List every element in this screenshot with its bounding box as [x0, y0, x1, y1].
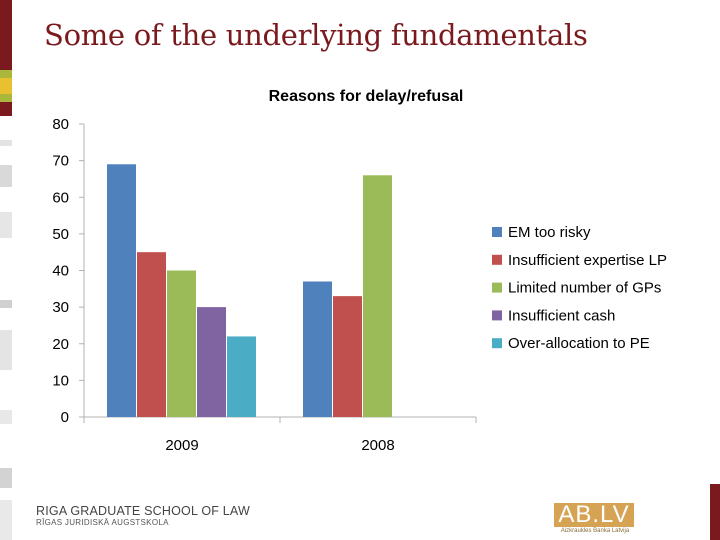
school-name-latvian: RĪGAS JURIDISKĀ AUGSTSKOLA	[36, 518, 169, 527]
legend-label: EM too risky	[508, 224, 591, 241]
bar	[137, 252, 166, 417]
bar	[227, 336, 256, 417]
slide-title: Some of the underlying fundamentals	[44, 18, 588, 52]
legend-swatch	[492, 338, 502, 349]
bar	[333, 296, 362, 417]
legend: EM too risky Insufficient expertise LP Lim…	[492, 224, 667, 352]
legend-swatch	[492, 282, 502, 293]
ablv-logo-subtext: Aizkraukles Banka Latvija	[560, 528, 630, 534]
legend-swatch	[492, 254, 502, 265]
side-decor-strip	[0, 0, 12, 540]
legend-label: Over-allocation to PE	[508, 335, 650, 352]
legend-swatch	[492, 227, 502, 237]
bars-group	[107, 164, 392, 417]
legend-label: Insufficient cash	[508, 307, 615, 324]
legend-swatch	[492, 310, 502, 321]
bar	[167, 270, 196, 417]
y-axis: 0 10 20 30 40 50 60 70 80	[52, 116, 85, 426]
y-tick-label: 30	[52, 299, 69, 316]
y-tick-label: 40	[52, 263, 69, 280]
y-tick-label: 0	[61, 409, 69, 426]
ablv-logo: AB.LV Aizkraukles Banka Latvija	[554, 503, 636, 534]
bar	[197, 307, 226, 417]
y-tick-label: 60	[52, 189, 69, 206]
school-name: RIGA GRADUATE SCHOOL OF LAW	[36, 504, 250, 518]
bar	[107, 164, 136, 417]
y-tick-label: 50	[52, 226, 69, 243]
y-tick-label: 80	[52, 116, 69, 133]
school-logo: RIGA GRADUATE SCHOOL OF LAW RĪGAS JURIDI…	[36, 505, 250, 528]
chart-title: Reasons for delay/refusal	[269, 88, 464, 105]
ablv-logo-text: AB.LV	[554, 503, 634, 527]
y-tick-label: 20	[52, 336, 69, 353]
x-tick-label: 2008	[361, 437, 394, 454]
x-axis: 2009 2008	[83, 416, 477, 454]
y-tick-label: 10	[52, 372, 69, 389]
legend-label: Insufficient expertise LP	[508, 252, 667, 269]
x-tick-label: 2009	[165, 437, 198, 454]
bar	[363, 175, 392, 417]
bar	[303, 281, 332, 417]
legend-label: Limited number of GPs	[508, 280, 661, 297]
corner-accent	[710, 484, 720, 540]
y-tick-label: 70	[52, 153, 69, 170]
